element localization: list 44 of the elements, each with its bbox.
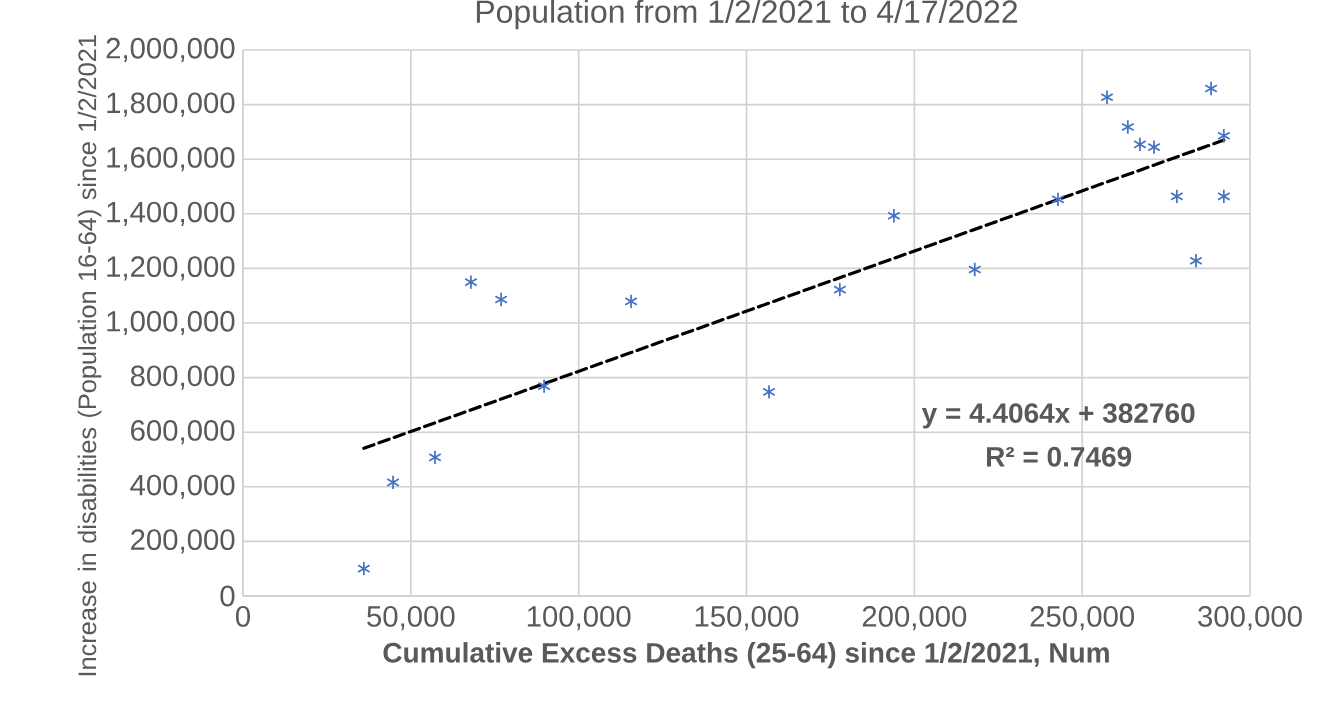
x-tick-label: 250,000 bbox=[1030, 606, 1135, 631]
y-tick-label: 1,800,000 bbox=[107, 92, 235, 117]
point bbox=[494, 291, 508, 308]
point bbox=[833, 282, 847, 298]
point bbox=[968, 261, 982, 278]
y-axis-title: Increase in disabilities (Population 16-64) since 1/2/2021 bbox=[77, 35, 102, 676]
y-tick-label: 400,000 bbox=[130, 474, 235, 499]
point bbox=[762, 384, 776, 400]
x-axis-title: Cumulative Excess Deaths (25-64) since 1/2/2021, Num bbox=[383, 642, 1109, 669]
y-tick-label: 2,000,000 bbox=[106, 37, 235, 63]
y-tick-label: 1,000,000 bbox=[107, 310, 235, 336]
y-tick-label: 800,000 bbox=[130, 365, 235, 390]
point bbox=[1217, 188, 1231, 204]
point bbox=[428, 449, 442, 465]
point bbox=[1189, 253, 1203, 269]
point bbox=[464, 274, 478, 290]
point bbox=[1121, 119, 1135, 135]
point bbox=[1147, 139, 1161, 155]
point bbox=[1100, 89, 1114, 105]
x-tick-label: 200,000 bbox=[862, 606, 967, 631]
point bbox=[1204, 80, 1218, 97]
y-tick-label: 1,200,000 bbox=[107, 256, 235, 281]
y-tick-label: 0 bbox=[220, 585, 235, 607]
point bbox=[1051, 191, 1065, 207]
x-tick-label: 50,000 bbox=[367, 606, 455, 631]
x-tick-label: 300,000 bbox=[1198, 606, 1302, 631]
point bbox=[537, 378, 551, 394]
y-tick-label: 1,600,000 bbox=[107, 147, 235, 172]
point bbox=[624, 293, 638, 309]
y-tick-label: 1,400,000 bbox=[107, 201, 235, 226]
annotation: R² = 0.7469 bbox=[987, 446, 1132, 467]
y-tick-label: 200,000 bbox=[131, 529, 235, 554]
chart-title: Population from 1/2/2021 to 4/17/2022 bbox=[476, 0, 1018, 30]
point bbox=[1133, 136, 1147, 152]
x-tick-label: 0 bbox=[236, 606, 251, 627]
point bbox=[887, 208, 901, 224]
annotation: y = 4.4064x + 382760 bbox=[921, 403, 1195, 429]
point bbox=[386, 474, 400, 490]
point bbox=[1170, 188, 1184, 204]
point bbox=[357, 561, 371, 577]
x-tick-label: 150,000 bbox=[695, 606, 799, 631]
point bbox=[1217, 128, 1231, 144]
x-tick-label: 100,000 bbox=[527, 606, 631, 631]
y-tick-label: 600,000 bbox=[131, 420, 235, 445]
